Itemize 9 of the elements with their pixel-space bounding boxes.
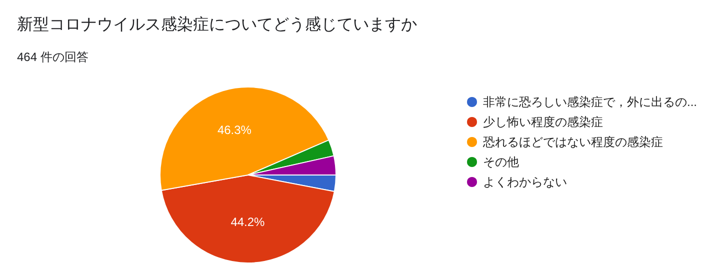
chart-title: 新型コロナウイルス感染症についてどう感じていますか [17, 16, 417, 34]
data-label: 44.2% [230, 215, 266, 229]
legend-label: 少し怖い程度の感染症 [483, 115, 603, 129]
text: 464 件の回答 [17, 50, 88, 64]
legend-label: その他 [483, 155, 519, 169]
legend-label: 恐れるほどではない程度の感染症 [482, 135, 663, 149]
legend-label: 非常に恐ろしい感染症で，外に出るの... [483, 95, 698, 109]
data-label: 46.3% [217, 122, 252, 137]
legend-label: よくわからない [483, 175, 567, 189]
